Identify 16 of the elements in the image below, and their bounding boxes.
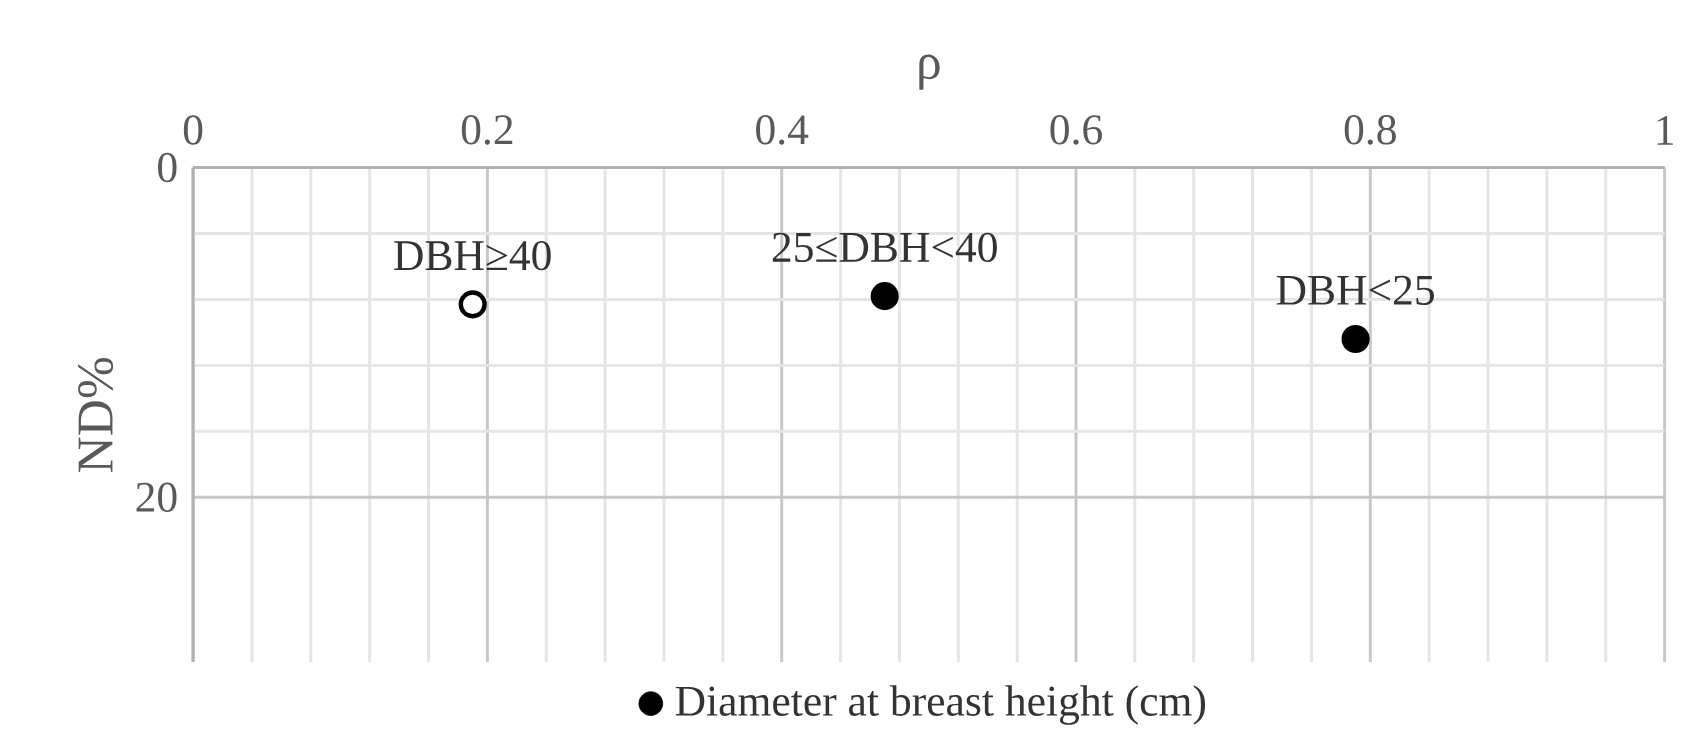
annotation: DBH<25 [1276,275,1434,306]
x-tick-label: 0.4 [756,115,809,145]
y-tick-label: 20 [136,482,177,513]
point [458,290,487,319]
x-tick-label: 0.2 [461,115,513,145]
x-tick-label: 0.6 [1050,115,1102,145]
point [1341,325,1370,354]
x-tick-label: 0 [183,115,203,145]
x-tick-label: 1 [1657,116,1673,145]
annotation: 25≤DBH<40 [772,232,997,263]
x-tick-label: 0.8 [1344,115,1396,145]
annotation: DBH≥40 [394,241,551,271]
y-axis-title: ND% [78,358,114,473]
legend-label: Diameter at breast height (cm) [675,685,1206,725]
x-axis-title: ρ [919,54,940,90]
point [870,282,899,311]
